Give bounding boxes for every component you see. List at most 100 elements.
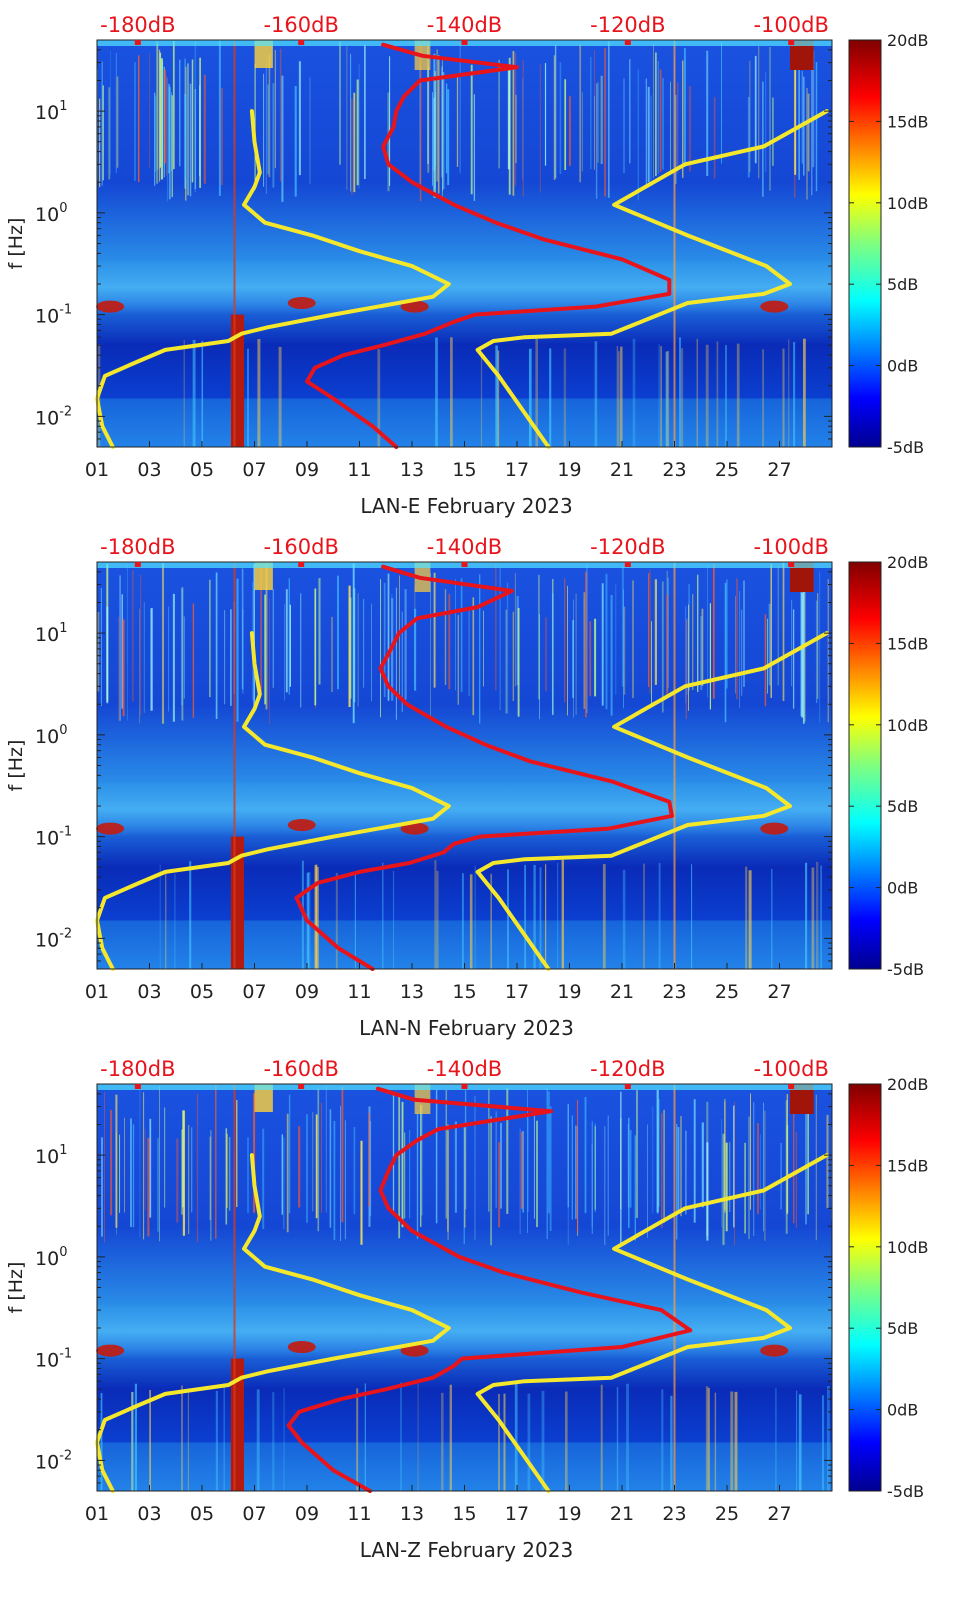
panel-3: 01 03 05 07 09 11 13 15 17 19 21 23 25 27 LAN-Z Februa…: [5, 1057, 929, 1562]
x-tick-label: 03: [137, 459, 161, 481]
x-tick-label: 07: [242, 981, 266, 1003]
top-db-tick: [134, 40, 141, 45]
top-db-tick: [134, 1084, 141, 1089]
x-tick-label: 07: [242, 459, 266, 481]
colorbar-tick-label: 0dB: [887, 357, 918, 376]
x-tick-label: 17: [505, 1503, 529, 1525]
x-tick-label: 17: [505, 981, 529, 1003]
top-db-label: -120dB: [590, 1057, 665, 1081]
y-tick-label: 10-2: [35, 926, 72, 951]
top-db-label: -100dB: [753, 535, 828, 559]
y-axis-label: f [Hz]: [5, 740, 27, 792]
x-tick-label: 05: [190, 981, 214, 1003]
colorbar-tick-label: 5dB: [887, 1319, 918, 1338]
y-tick-label: 101: [35, 99, 67, 124]
x-tick-label: 13: [400, 981, 424, 1003]
series-line-yellow-left: [95, 1153, 451, 1493]
x-tick-label: 11: [347, 981, 371, 1003]
top-db-tick: [298, 40, 305, 45]
colorbar-tick-label: 15dB: [887, 1156, 929, 1175]
x-tick-label: 11: [347, 459, 371, 481]
top-db-label: -140dB: [427, 13, 502, 37]
x-tick-label: 25: [715, 459, 739, 481]
low-frequency-zone: [97, 920, 832, 969]
microseism-band: [97, 259, 832, 315]
y-tick-label: 100: [35, 1245, 67, 1270]
colorbar-tick-label: -5dB: [887, 960, 924, 979]
y-tick-label: 10-2: [35, 404, 72, 429]
series-line-yellow-right: [475, 1153, 829, 1493]
x-tick-label: 19: [557, 1503, 581, 1525]
colorbar-tick-label: 0dB: [887, 1401, 918, 1420]
event-column: [790, 562, 814, 592]
x-tick-label: 19: [557, 459, 581, 481]
x-axis-label: LAN-Z February 2023: [360, 1538, 573, 1562]
x-tick-label: 23: [662, 459, 686, 481]
event-column: [254, 562, 273, 590]
x-tick-label: 21: [610, 459, 634, 481]
series-line-yellow-right: [475, 109, 829, 449]
colorbar-tick-label: -5dB: [887, 438, 924, 457]
event-column: [254, 40, 273, 68]
event-column: [790, 1084, 814, 1114]
x-tick-label: 21: [610, 1503, 634, 1525]
top-db-label: -160dB: [263, 535, 338, 559]
x-tick-label: 03: [137, 1503, 161, 1525]
series-line-yellow-left: [95, 109, 451, 449]
y-axis-label: f [Hz]: [5, 1262, 27, 1314]
hot-spot: [96, 1344, 125, 1357]
event-column: [673, 1084, 676, 1491]
hot-spot: [760, 300, 789, 313]
panel-2: 01 03 05 07 09 11 13 15 17 19 21 23 25 27 LAN-N Februa…: [5, 535, 929, 1040]
top-db-tick: [461, 40, 468, 45]
x-tick-label: 03: [137, 981, 161, 1003]
event-column: [790, 40, 814, 70]
x-tick-label: 15: [452, 459, 476, 481]
y-tick-label: 10-2: [35, 1448, 72, 1473]
hot-spot: [287, 297, 316, 310]
x-tick-label: 27: [767, 459, 791, 481]
x-tick-label: 21: [610, 981, 634, 1003]
top-db-label: -120dB: [590, 13, 665, 37]
x-tick-label: 01: [85, 981, 109, 1003]
microseism-band: [97, 1303, 832, 1359]
top-db-tick: [134, 562, 141, 567]
colorbar-tick-label: 20dB: [887, 553, 929, 572]
x-tick-label: 27: [767, 1503, 791, 1525]
hot-spot: [400, 300, 429, 313]
x-tick-label: 19: [557, 981, 581, 1003]
hot-spot: [96, 822, 125, 835]
y-tick-label: 10-1: [35, 825, 72, 850]
top-db-tick: [788, 562, 795, 567]
series-line-yellow-left: [95, 631, 451, 971]
x-tick-label: 09: [295, 1503, 319, 1525]
spectral-streaks: [96, 40, 818, 447]
event-column: [673, 40, 676, 447]
series-line-red: [305, 42, 672, 449]
x-tick-label: 17: [505, 459, 529, 481]
hot-spot: [287, 1341, 316, 1354]
top-db-tick: [461, 1084, 468, 1089]
series-line-red: [294, 564, 674, 971]
event-column: [233, 562, 236, 969]
colorbar-tick-label: -5dB: [887, 1482, 924, 1501]
y-tick-label: 10-1: [35, 303, 72, 328]
top-db-label: -160dB: [263, 13, 338, 37]
low-frequency-zone: [97, 398, 832, 447]
colorbar-tick-label: 5dB: [887, 797, 918, 816]
y-axis-label: f [Hz]: [5, 218, 27, 270]
x-axis-label: LAN-N February 2023: [359, 1016, 574, 1040]
x-tick-label: 13: [400, 1503, 424, 1525]
top-db-label: -140dB: [427, 1057, 502, 1081]
event-column: [673, 562, 676, 969]
y-tick-label: 100: [35, 201, 67, 226]
spectrogram-background: [97, 562, 832, 969]
top-db-tick: [461, 562, 468, 567]
x-tick-label: 01: [85, 1503, 109, 1525]
event-column: [254, 1084, 273, 1112]
hot-spot: [96, 300, 125, 313]
x-tick-label: 25: [715, 981, 739, 1003]
panel-1: 01 03 05 07 09 11 13 15 17 19 21 23 25 27 LAN-E Februa…: [5, 13, 929, 518]
top-db-label: -160dB: [263, 1057, 338, 1081]
y-tick-label: 100: [35, 723, 67, 748]
